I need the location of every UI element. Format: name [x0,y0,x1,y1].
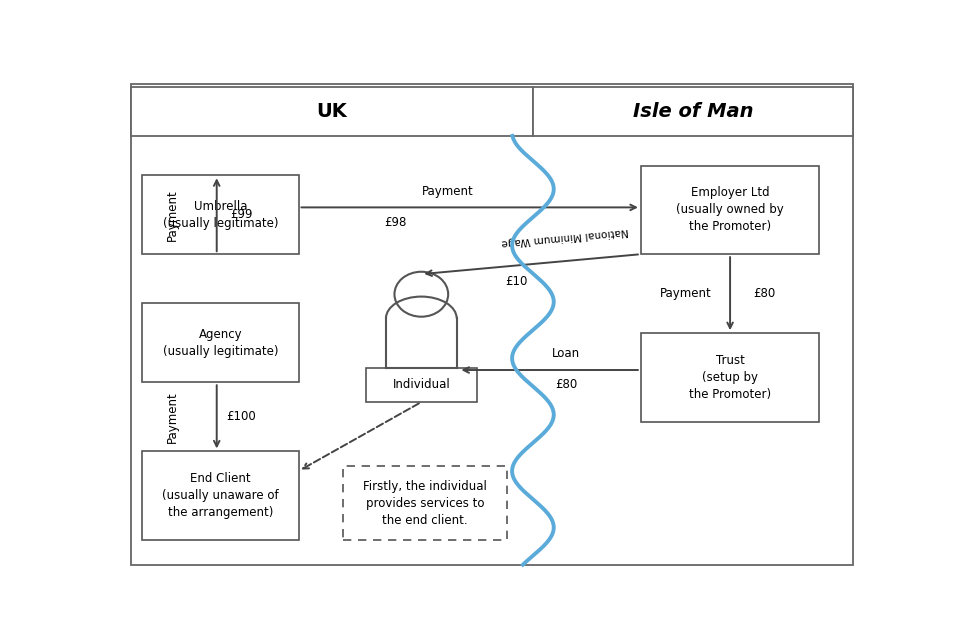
Text: Umbrella
(usually legitimate): Umbrella (usually legitimate) [162,200,278,230]
Bar [132,86,533,136]
Text: £98: £98 [384,216,406,228]
Text: £80: £80 [754,287,776,300]
Bar [344,466,507,540]
Text: £10: £10 [505,275,527,288]
Bar [533,86,852,136]
Text: National Minimum Wage: National Minimum Wage [500,227,629,248]
Text: Payment: Payment [165,189,179,241]
Text: Individual: Individual [393,378,450,391]
Text: Isle of Man: Isle of Man [633,102,754,121]
Text: Payment: Payment [660,287,711,300]
Bar [366,367,477,402]
Text: Employer Ltd
(usually owned by
the Promoter): Employer Ltd (usually owned by the Promo… [676,186,784,234]
Bar [142,303,299,382]
Text: £80: £80 [555,378,578,392]
Bar [641,166,819,254]
Text: £99: £99 [230,208,252,221]
Text: Payment: Payment [421,184,473,198]
Text: Payment: Payment [165,391,179,443]
Bar [641,333,819,422]
Text: Loan: Loan [552,347,581,360]
Text: Firstly, the individual
provides services to
the end client.: Firstly, the individual provides service… [363,479,487,527]
Bar [142,175,299,254]
Text: £100: £100 [227,410,256,423]
Text: Trust
(setup by
the Promoter): Trust (setup by the Promoter) [689,354,771,401]
Text: UK: UK [317,102,348,121]
Bar [142,451,299,540]
Text: End Client
(usually unaware of
the arrangement): End Client (usually unaware of the arran… [162,472,278,519]
Text: Agency
(usually legitimate): Agency (usually legitimate) [162,328,278,358]
